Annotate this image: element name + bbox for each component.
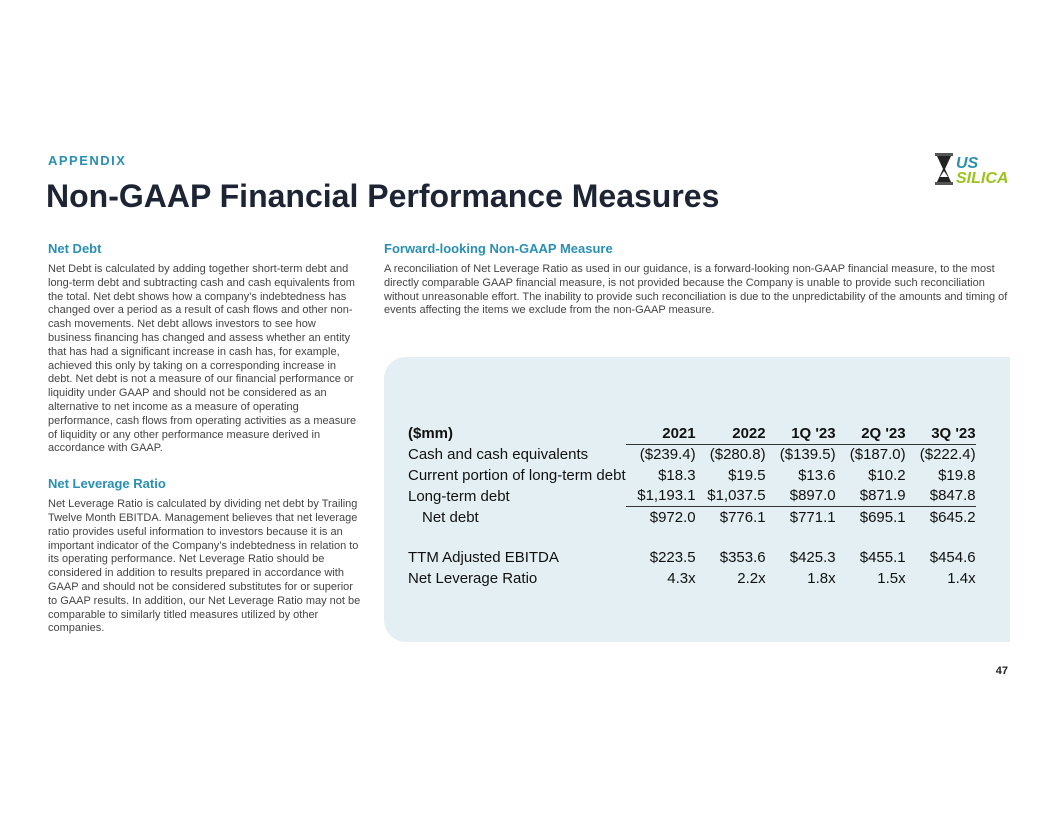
row-label: Net Leverage Ratio [408, 569, 538, 587]
cell: ($239.4) [639, 446, 696, 464]
cell: ($222.4) [919, 446, 976, 464]
cell: ($187.0) [849, 446, 906, 464]
cell: $1,193.1 [625, 485, 696, 507]
forward-body: A reconciliation of Net Leverage Ratio a… [384, 263, 1008, 317]
cell: $223.5 [649, 549, 696, 567]
cell: $19.8 [938, 466, 976, 484]
column-header: 2Q '23 [835, 423, 906, 445]
row-label: Current portion of long-term debt [408, 466, 626, 484]
cell: $776.1 [719, 508, 766, 526]
net-debt-body: Net Debt is calculated by adding togethe… [48, 263, 357, 455]
cell: $1,037.5 [695, 485, 766, 507]
page-title: Non-GAAP Financial Performance Measures [46, 178, 720, 214]
cell: $645.2 [929, 508, 976, 526]
svg-text:US: US [956, 155, 979, 172]
cell: 1.5x [877, 569, 906, 587]
net-leverage-heading: Net Leverage Ratio [48, 476, 166, 492]
table-row: Long-term debt $1,193.1 $1,037.5 $897.0 $871… [408, 485, 976, 507]
cell: $18.3 [658, 466, 696, 484]
forward-heading: Forward-looking Non-GAAP Measure [384, 241, 613, 256]
cell: $454.6 [929, 549, 976, 567]
spacer-row [408, 528, 976, 548]
cell: 1.8x [807, 569, 836, 587]
table-row: Net Leverage Ratio 4.3x 2.2x 1.8x 1.5x 1.4x [408, 568, 976, 589]
page-number: 47 [995, 665, 1008, 677]
cell: $425.3 [789, 549, 836, 567]
cell: $353.6 [719, 549, 766, 567]
cell: $695.1 [859, 508, 906, 526]
table-header-row: ($mm) 2021 2022 1Q '23 2Q '23 3Q '23 [408, 423, 976, 445]
left-column: Net Debt Net Debt is calculated by addin… [48, 241, 362, 656]
row-label: Net debt [422, 508, 479, 526]
table-row: Current portion of long-term debt $18.3 $1… [408, 465, 976, 486]
cell: $10.2 [868, 466, 906, 484]
cell: $771.1 [789, 508, 836, 526]
cell: $897.0 [765, 485, 836, 507]
cell: 2.2x [737, 569, 766, 587]
cell: $847.8 [905, 485, 976, 507]
unit-label: ($mm) [408, 425, 454, 442]
cell: $13.6 [798, 466, 836, 484]
column-header: 1Q '23 [765, 423, 836, 445]
row-label: Long-term debt [408, 487, 510, 505]
row-label: Cash and cash equivalents [408, 446, 589, 463]
cell: $871.9 [835, 485, 906, 507]
cell: $455.1 [859, 549, 906, 567]
cell: $19.5 [728, 466, 766, 484]
table-row: Cash and cash equivalents ($239.4) ($280.8… [408, 444, 976, 465]
us-silica-logo: US SILICA [934, 153, 1012, 190]
row-label: TTM Adjusted EBITDA [408, 549, 559, 567]
net-leverage-table: ($mm) 2021 2022 1Q '23 2Q '23 3Q '23 Cas… [408, 423, 976, 589]
net-leverage-body: Net Leverage Ratio is calculated by divi… [48, 498, 361, 635]
cell: 1.4x [947, 569, 976, 587]
hourglass-icon [935, 153, 953, 185]
cell: ($139.5) [779, 446, 836, 464]
column-header: 2021 [625, 423, 696, 445]
column-header: 3Q '23 [905, 423, 976, 445]
net-debt-heading: Net Debt [48, 241, 102, 256]
table-row: Net debt $972.0 $776.1 $771.1 $695.1 $645.2 [408, 507, 976, 528]
table-row: TTM Adjusted EBITDA $223.5 $353.6 $425.3 $45… [408, 548, 976, 569]
cell: $972.0 [649, 508, 696, 526]
svg-text:SILICA: SILICA [956, 170, 1008, 185]
eyebrow: APPENDIX [48, 153, 127, 168]
cell: 4.3x [667, 569, 696, 587]
cell: ($280.8) [709, 446, 766, 464]
column-header: 2022 [695, 423, 766, 445]
